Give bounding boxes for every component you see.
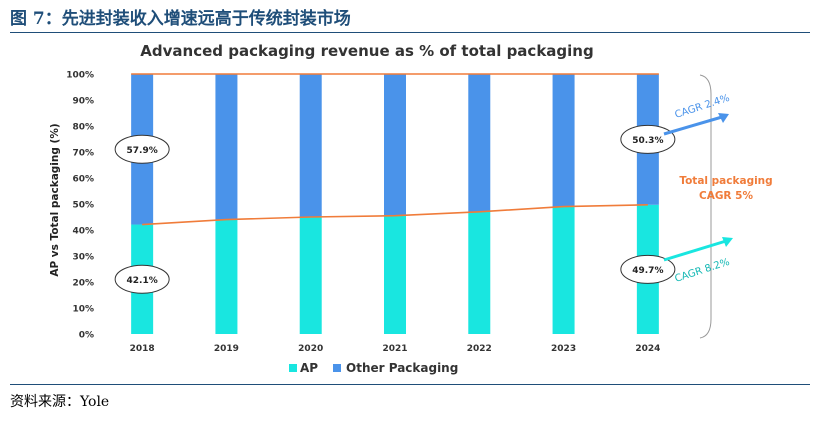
x-tick-label: 2018 — [130, 344, 155, 354]
bubble-text: 49.7% — [632, 266, 663, 276]
legend-swatch-ap — [289, 364, 297, 372]
annotation-cagr-ap-text: CAGR 8.2% — [674, 257, 732, 285]
y-tick-label: 10% — [72, 305, 94, 315]
bubble-label-2024-ap: 49.7% — [620, 254, 676, 284]
bar-ap-2021 — [384, 215, 406, 334]
bubble-text: 42.1% — [127, 276, 158, 286]
figure-title: 图 7：先进封装收入增速远高于传统封装市场 — [10, 9, 351, 29]
bubble-label-2024-other: 50.3% — [620, 124, 676, 154]
annotation-total-cagr: CAGR 5% — [699, 190, 753, 202]
annotation-total: Total packaging CAGR 5% — [679, 175, 772, 202]
x-tick-label: 2020 — [298, 344, 323, 354]
bars — [131, 74, 659, 334]
legend-label-ap: AP — [300, 361, 318, 375]
y-tick-label: 0% — [79, 331, 94, 341]
x-tick-label: 2022 — [467, 344, 492, 354]
bubble-outline — [620, 124, 676, 154]
bar-other-2019 — [215, 74, 238, 220]
legend: AP Other Packaging — [289, 361, 458, 375]
annotation-cagr-ap-arrow — [663, 239, 727, 262]
legend-swatch-other — [333, 364, 341, 372]
x-tick-labels: 2018 2019 2020 2021 2022 2023 2024 — [130, 344, 661, 354]
x-tick-label: 2019 — [214, 344, 239, 354]
chart-title: Advanced packaging revenue as % of total… — [140, 42, 593, 60]
bubble-labels: 57.9% 42.1% 50.3% 49.7% — [114, 124, 676, 294]
source-note: 资料来源：Yole — [10, 394, 110, 410]
y-tick-label: 60% — [72, 175, 94, 185]
y-tick-label: 80% — [72, 123, 94, 133]
x-tick-label: 2023 — [551, 344, 576, 354]
bubble-text: 57.9% — [127, 146, 158, 156]
y-tick-label: 100% — [66, 71, 94, 81]
bar-ap-2019 — [215, 219, 238, 334]
bubble-outline — [620, 254, 676, 284]
bar-other-2022 — [468, 74, 491, 212]
x-tick-label: 2021 — [382, 344, 407, 354]
right-bracket — [699, 74, 712, 339]
bar-ap-2022 — [468, 211, 491, 334]
bar-ap-2023 — [552, 206, 575, 334]
annotation-cagr-other-arrow — [663, 115, 723, 136]
source-rule — [10, 384, 810, 385]
y-axis-label: AP vs Total packaging (%) — [49, 123, 61, 276]
annotation-cagr-other-arrowhead — [718, 113, 729, 123]
x-tick-label: 2024 — [635, 344, 660, 354]
bar-other-2021 — [384, 74, 406, 216]
bar-other-2020 — [299, 74, 322, 217]
bubble-label-2018-ap: 42.1% — [114, 264, 170, 294]
y-tick-label: 20% — [72, 279, 94, 289]
bar-other-2023 — [552, 74, 575, 207]
title-rule — [10, 32, 810, 33]
y-tick-labels: 0% 10% 20% 30% 40% 50% 60% 70% 80% 90% 100% — [66, 71, 94, 341]
annotation-cagr-ap-arrowhead — [722, 237, 733, 247]
y-tick-label: 30% — [72, 253, 94, 263]
annotation-cagr-other: CAGR 2.4% — [663, 93, 731, 136]
bubble-label-2018-other: 57.9% — [114, 134, 170, 164]
y-tick-label: 90% — [72, 97, 94, 107]
lines — [131, 73, 659, 226]
stacked-bar-chart: Advanced packaging revenue as % of total… — [49, 42, 773, 375]
bubble-outline — [114, 264, 170, 294]
y-tick-label: 50% — [72, 201, 94, 211]
y-tick-label: 40% — [72, 227, 94, 237]
ap-share-line — [142, 203, 648, 226]
annotation-total-text: Total packaging — [679, 175, 772, 187]
y-tick-label: 70% — [72, 149, 94, 159]
bubble-outline — [114, 134, 170, 164]
annotation-cagr-ap: CAGR 8.2% — [663, 237, 733, 285]
legend-label-other: Other Packaging — [346, 361, 458, 375]
bubble-text: 50.3% — [632, 136, 663, 146]
bar-ap-2020 — [299, 217, 322, 334]
